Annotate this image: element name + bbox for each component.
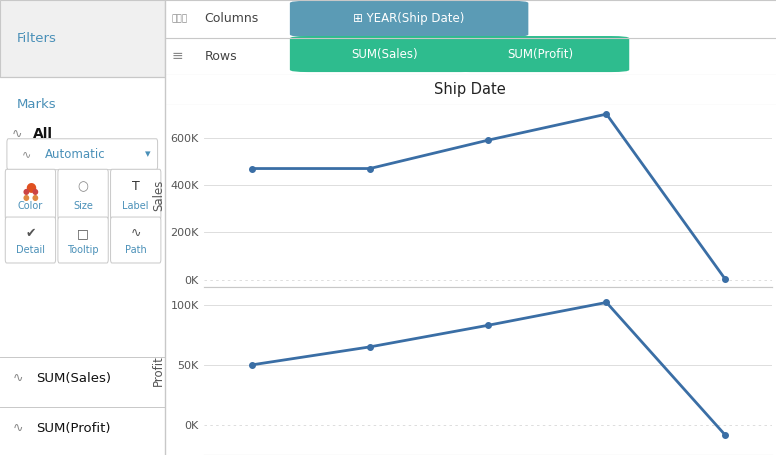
FancyBboxPatch shape <box>110 169 161 220</box>
Text: SUM(Profit): SUM(Profit) <box>508 48 573 61</box>
Text: Size: Size <box>73 201 93 211</box>
Text: Marks: Marks <box>16 98 56 111</box>
Text: ▾: ▾ <box>145 149 151 159</box>
Text: Filters: Filters <box>16 32 57 45</box>
FancyBboxPatch shape <box>7 139 158 170</box>
Text: Detail: Detail <box>16 245 45 255</box>
Text: ○: ○ <box>78 180 88 193</box>
Text: ● ●: ● ● <box>23 187 38 196</box>
Text: Rows: Rows <box>204 50 237 63</box>
FancyBboxPatch shape <box>290 36 480 72</box>
Text: ● ●: ● ● <box>23 193 38 202</box>
Text: All: All <box>33 127 53 141</box>
Text: ⊞ YEAR(Ship Date): ⊞ YEAR(Ship Date) <box>353 12 465 25</box>
Text: ∿: ∿ <box>22 149 31 159</box>
Text: Columns: Columns <box>204 12 258 25</box>
Text: Tooltip: Tooltip <box>68 245 99 255</box>
Text: SUM(Sales): SUM(Sales) <box>36 372 111 385</box>
Text: ∿: ∿ <box>12 128 22 141</box>
Y-axis label: Profit: Profit <box>152 355 165 386</box>
FancyBboxPatch shape <box>5 217 56 263</box>
Text: T: T <box>132 180 140 193</box>
Text: Ship Date: Ship Date <box>435 82 506 97</box>
Text: ●: ● <box>25 180 36 193</box>
Text: ∿: ∿ <box>130 227 141 240</box>
FancyBboxPatch shape <box>58 169 108 220</box>
Y-axis label: Sales: Sales <box>152 180 165 212</box>
FancyBboxPatch shape <box>110 217 161 263</box>
Text: ≡: ≡ <box>171 49 183 63</box>
FancyBboxPatch shape <box>5 169 56 220</box>
Text: ∿: ∿ <box>13 422 23 435</box>
Bar <box>0 0 165 77</box>
Text: SUM(Profit): SUM(Profit) <box>36 422 111 435</box>
Text: Automatic: Automatic <box>44 148 105 161</box>
Text: Color: Color <box>18 201 43 211</box>
Text: SUM(Sales): SUM(Sales) <box>352 48 418 61</box>
FancyBboxPatch shape <box>290 1 528 37</box>
Text: ⦿⦿⦿: ⦿⦿⦿ <box>171 14 188 23</box>
FancyBboxPatch shape <box>58 217 108 263</box>
Text: ✔: ✔ <box>25 227 36 240</box>
FancyBboxPatch shape <box>452 36 629 72</box>
Text: Path: Path <box>125 245 147 255</box>
Text: □: □ <box>77 227 89 240</box>
Text: ∿: ∿ <box>13 372 23 385</box>
Text: Label: Label <box>123 201 149 211</box>
